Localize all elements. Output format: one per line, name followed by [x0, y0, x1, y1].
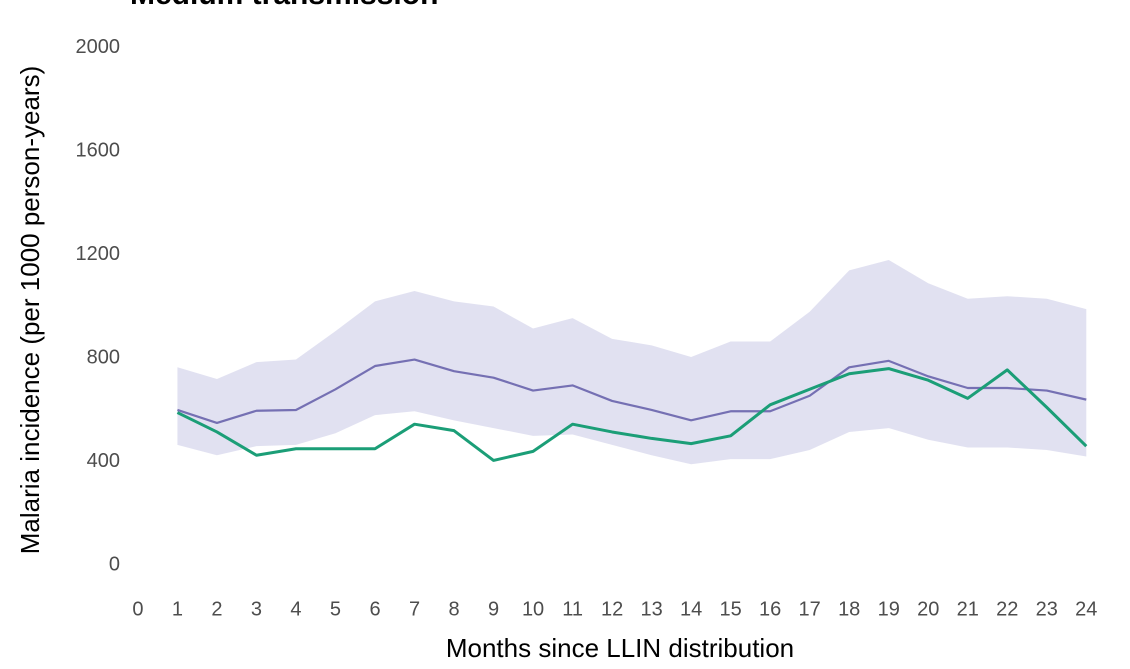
y-tick-label: 0 — [109, 553, 120, 575]
x-tick-label: 12 — [601, 598, 623, 620]
x-tick-label: 11 — [562, 598, 583, 620]
x-tick-label: 0 — [132, 598, 143, 620]
y-tick-label: 1200 — [76, 243, 121, 265]
x-tick-label: 17 — [799, 598, 821, 620]
x-tick-label: 3 — [251, 598, 262, 620]
x-tick-label: 7 — [409, 598, 420, 620]
x-tick-label: 2 — [211, 598, 222, 620]
confidence-band — [177, 259, 1087, 465]
x-tick-label: 13 — [640, 598, 662, 620]
x-tick-label: 21 — [957, 598, 979, 620]
x-tick-label: 10 — [522, 598, 544, 620]
x-tick-label: 8 — [448, 598, 459, 620]
x-tick-label: 4 — [290, 598, 301, 620]
x-tick-label: 15 — [720, 598, 742, 620]
y-tick-label: 2000 — [76, 36, 121, 58]
x-axis-title: Months since LLIN distribution — [446, 633, 794, 663]
x-tick-label: 23 — [1036, 598, 1058, 620]
line — [177, 358, 1087, 425]
x-tick-label: 14 — [680, 598, 702, 620]
x-tick-label: 20 — [917, 598, 939, 620]
x-tick-label: 19 — [878, 598, 900, 620]
y-tick-label: 1600 — [76, 140, 121, 162]
x-tick-label: 6 — [369, 598, 380, 620]
x-tick-label: 5 — [330, 598, 341, 620]
line — [176, 367, 1088, 462]
y-tick-label: 800 — [87, 347, 120, 369]
y-tick-label: 400 — [87, 450, 120, 472]
x-tick-label: 1 — [172, 598, 183, 620]
y-axis-title: Malaria incidence (per 1000 person-years… — [15, 66, 45, 554]
x-tick-label: 18 — [838, 598, 860, 620]
x-tick-label: 24 — [1075, 598, 1097, 620]
x-tick-label: 9 — [488, 598, 499, 620]
x-tick-label: 22 — [996, 598, 1018, 620]
x-tick-label: 16 — [759, 598, 781, 620]
chart-title: Medium transmission — [130, 0, 438, 11]
